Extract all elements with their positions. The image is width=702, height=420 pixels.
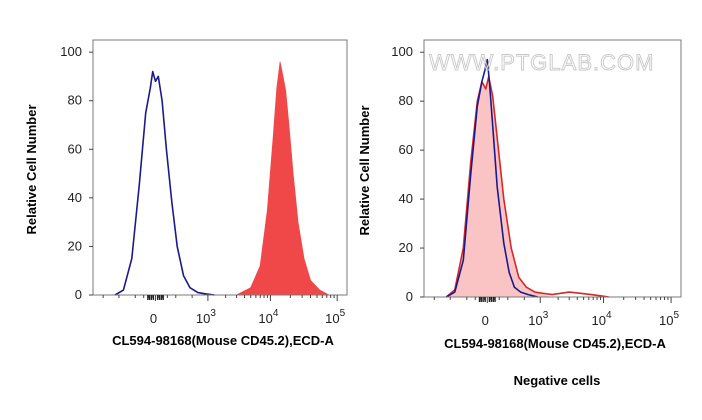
x-tick-label: 104 [258,308,278,326]
x-tick-label-base: 10 [659,313,673,328]
histogram-line-series-2 [445,58,538,298]
y-axis-title: Relative Cell Number [24,104,39,234]
x-tick-label-base: 10 [528,313,542,328]
x-tick-label-exponent: 4 [273,308,279,319]
y-axis-title: Relative Cell Number [357,105,372,235]
y-tick-label: 0 [75,287,82,302]
x-tick-label: 103 [528,310,548,328]
y-tick-label: 20 [399,240,413,255]
x-tick-label: 105 [325,308,345,326]
y-tick-label: 40 [399,191,413,206]
y-tick-label: 60 [68,141,82,156]
x-tick-label-base: 10 [196,311,210,326]
x-tick-label: 105 [659,310,679,328]
x-tick-label: 0 [150,311,157,326]
y-tick-label: 0 [406,289,413,304]
x-tick-label-exponent: 4 [606,310,612,321]
x-tick-label-base: 0 [482,313,489,328]
x-tick-label-base: 10 [258,311,272,326]
y-tick-label: 100 [391,44,413,59]
watermark-text: WWW.PTGLAB.COM [429,50,654,75]
x-tick-label: 103 [196,308,216,326]
y-tick-label: 60 [399,142,413,157]
y-tick-label: 80 [399,93,413,108]
x-axis-title: CL594-98168(Mouse CD45.2),ECD-A [112,333,334,348]
y-tick-label: 40 [68,190,82,205]
plot-frame [92,39,348,296]
negative-cells-caption: Negative cells [514,373,601,388]
histogram-line-series-0 [114,70,215,296]
x-tick-label-base: 10 [325,311,339,326]
x-axis-title: CL594-98168(Mouse CD45.2),ECD-A [444,336,666,351]
histogram-filled-series-1 [236,61,329,296]
plot-frame [423,39,682,298]
x-tick-label-exponent: 3 [210,308,216,319]
y-tick-label: 80 [68,93,82,108]
x-tick-label: 104 [592,310,612,328]
x-tick-label-exponent: 5 [674,310,680,321]
y-tick-label: 20 [68,238,82,253]
y-tick-label: 100 [60,44,82,59]
x-tick-label-base: 0 [150,311,157,326]
x-tick-label-exponent: 3 [543,310,549,321]
x-tick-label-base: 10 [592,313,606,328]
x-tick-label-exponent: 5 [340,308,346,319]
x-tick-label: 0 [482,313,489,328]
